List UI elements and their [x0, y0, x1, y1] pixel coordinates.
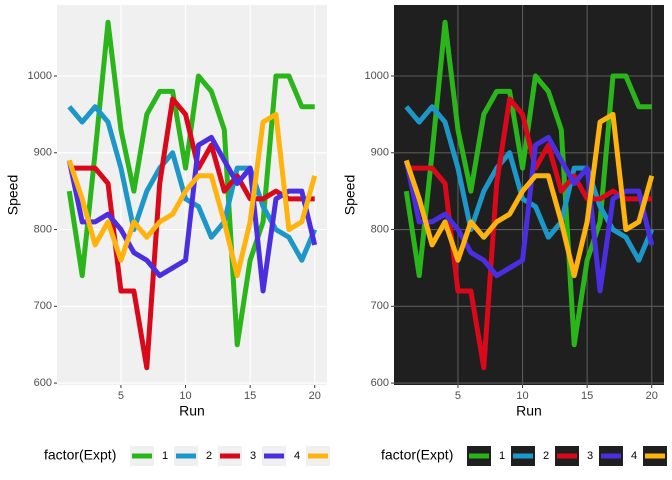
- x-tick-label: 5: [455, 390, 461, 402]
- y-tick-label: 900: [34, 147, 52, 159]
- y-tick-label: 800: [371, 223, 389, 235]
- series-line: [406, 96, 652, 371]
- y-tick-label: 700: [34, 300, 52, 312]
- series-line: [66, 111, 318, 279]
- y-tick-label: 600: [34, 377, 52, 389]
- x-tick-label: 15: [244, 390, 256, 402]
- x-tick-label: 10: [516, 390, 528, 402]
- legend-label: 3: [587, 450, 593, 462]
- legend-label: 1: [499, 450, 505, 462]
- y-tick-label: 1000: [365, 70, 389, 82]
- x-tick-label: 20: [646, 390, 658, 402]
- x-axis-title: Run: [516, 403, 542, 419]
- legend-label: 2: [543, 450, 549, 462]
- panel-group: 600 700 800 900 1000 5 10 15 20 Run Speed: [342, 5, 664, 419]
- series-line: [66, 19, 315, 348]
- legend-label: 5: [338, 450, 344, 462]
- y-axis-title: Speed: [342, 175, 358, 215]
- x-tick-label: 15: [581, 390, 593, 402]
- legend-label: 3: [250, 450, 256, 462]
- x-axis-title: Run: [179, 403, 205, 419]
- series-line: [403, 19, 652, 348]
- series-line: [69, 96, 315, 371]
- series-line: [403, 111, 655, 279]
- panel-group: 600 700 800 900 1000 5 10 15 20 Run Speed: [5, 5, 327, 419]
- series-line: [66, 134, 318, 294]
- series-line: [403, 134, 655, 294]
- y-tick-label: 1000: [28, 70, 52, 82]
- y-tick-label: 700: [371, 300, 389, 312]
- legend-title: factor(Expt): [381, 447, 453, 463]
- legend-label: 4: [294, 450, 300, 462]
- legend-title: factor(Expt): [44, 447, 116, 463]
- x-tick-label: 5: [118, 390, 124, 402]
- legend-label: 2: [206, 450, 212, 462]
- legend: factor(Expt) 1 2 3 4 5: [44, 446, 344, 466]
- legend-label: 1: [162, 450, 168, 462]
- x-tick-label: 20: [309, 390, 321, 402]
- x-tick-label: 10: [179, 390, 191, 402]
- y-axis-title: Speed: [5, 175, 21, 215]
- y-tick-label: 600: [371, 377, 389, 389]
- legend-label: 4: [631, 450, 637, 462]
- y-tick-label: 800: [34, 223, 52, 235]
- y-tick-label: 900: [371, 147, 389, 159]
